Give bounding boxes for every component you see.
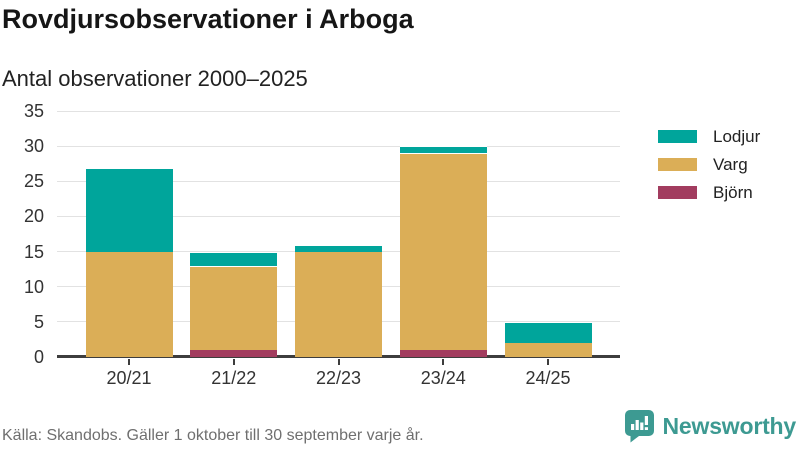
newsworthy-logo-link[interactable]: Newsworthy (624, 409, 796, 443)
x-axis-label-23/24: 23/24 (420, 368, 466, 388)
x-tick-22/23 (337, 359, 340, 365)
segment-varg-22/23 (295, 252, 382, 357)
source-note: Källa: Skandobs. Gäller 1 oktober till 3… (2, 427, 424, 444)
bar-22/23 (295, 111, 382, 357)
x-axis-label-22/23: 22/23 (315, 368, 362, 388)
chart-title: Rovdjursobservationer i Arboga (2, 4, 414, 34)
bar-23/24 (399, 111, 487, 357)
legend-item-lodjur: Lodjur (658, 127, 761, 146)
legend: Lodjur Varg Björn (658, 127, 761, 202)
legend-item-björn: Björn (658, 183, 760, 202)
y-axis-labels: 0 5 10 15 20 25 30 35 (0, 102, 44, 366)
gridline-35 (57, 110, 620, 112)
x-axis-label-24/25: 24/25 (525, 368, 571, 388)
legend-label-björn: Björn (713, 183, 753, 202)
chart-subtitle: Antal observationer 2000–2025 (2, 66, 308, 91)
y-tick-label-20: 20 (23, 206, 44, 227)
segment-lodjur-22/23 (295, 245, 382, 252)
legend-swatch-varg (658, 158, 697, 171)
y-tick-label-10: 10 (23, 276, 44, 297)
legend-swatch-lodjur (658, 130, 697, 143)
plot-area: 20/21 21/22 22/23 23/24 24/25 (57, 110, 620, 388)
y-tick-label-15: 15 (23, 241, 44, 262)
y-tick-label-0: 0 (33, 347, 44, 367)
x-tick-23/24 (442, 359, 445, 365)
gridline-20 (57, 215, 620, 217)
gridline-25 (57, 180, 620, 182)
bar-24/25 (504, 111, 592, 357)
segment-lodjur-20/21 (85, 168, 173, 252)
legend-label-varg: Varg (713, 155, 748, 174)
x-axis-label-20/21: 20/21 (106, 368, 152, 388)
segment-björn-21/22 (190, 350, 278, 357)
y-tick-label-5: 5 (33, 311, 44, 332)
legend-swatch-björn (658, 186, 697, 199)
x-axis-label-21/22: 21/22 (211, 368, 257, 388)
y-tick-label-35: 35 (23, 101, 44, 121)
segment-lodjur-23/24 (399, 146, 487, 153)
segment-varg-21/22 (190, 266, 278, 350)
gridline-30 (57, 145, 620, 147)
y-tick-label-30: 30 (23, 136, 44, 157)
segment-björn-23/24 (399, 350, 487, 357)
legend-item-varg: Varg (658, 155, 760, 174)
bar-20/21 (85, 111, 173, 357)
brand-wordmark: Newsworthy (662, 412, 797, 439)
x-tick-24/25 (547, 359, 549, 365)
y-tick-label-25: 25 (23, 171, 44, 192)
x-tick-20/21 (128, 359, 130, 365)
bar-21/22 (190, 111, 278, 357)
x-tick-21/22 (232, 359, 235, 365)
segment-varg-23/24 (399, 153, 487, 350)
newsworthy-speech-bubble-chart-icon (624, 410, 654, 443)
segment-varg-20/21 (85, 252, 173, 357)
segment-varg-24/25 (504, 343, 592, 357)
segment-lodjur-21/22 (190, 252, 278, 266)
segment-lodjur-24/25 (504, 322, 592, 343)
legend-label-lodjur: Lodjur (713, 127, 761, 146)
